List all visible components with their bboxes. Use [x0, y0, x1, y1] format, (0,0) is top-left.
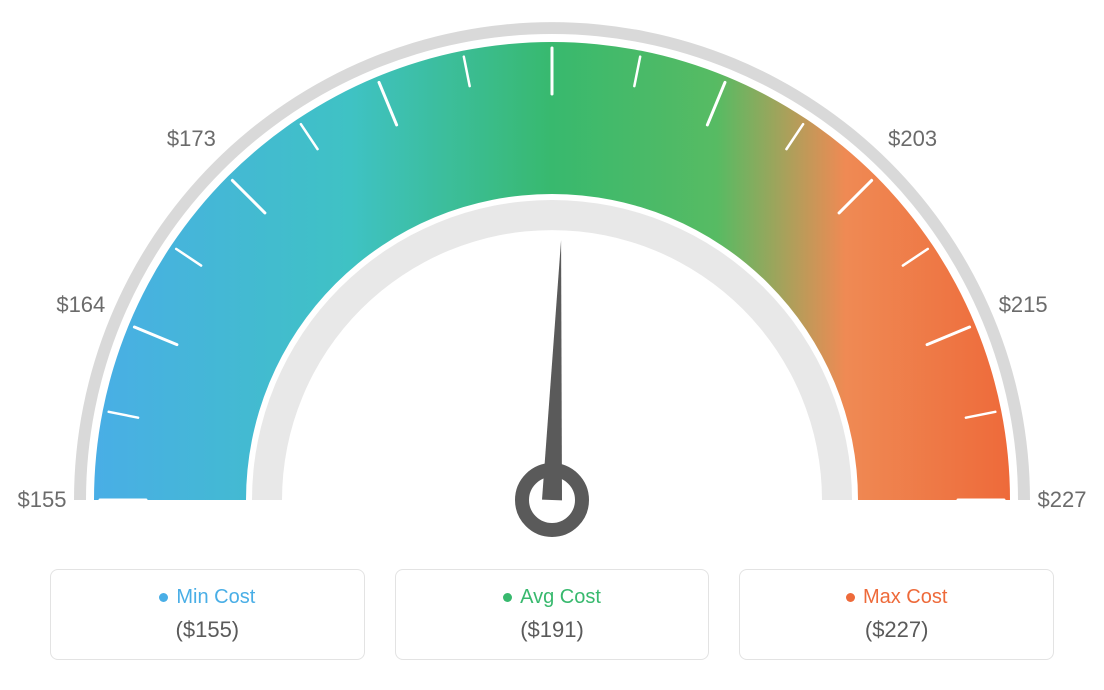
legend-card-avg: Avg Cost ($191) [395, 569, 710, 660]
legend-dot-min [159, 593, 168, 602]
gauge-area: $155 $164 $173 $191 $203 $215 $227 [0, 0, 1104, 560]
gauge-tick-label: $191 [528, 0, 577, 3]
legend-label-max: Max Cost [863, 586, 947, 609]
gauge-chart-container: $155 $164 $173 $191 $203 $215 $227 Min Cost ($… [0, 0, 1104, 690]
legend-label-avg: Avg Cost [520, 586, 601, 609]
legend-label-min: Min Cost [176, 586, 255, 609]
legend-value-max: ($227) [760, 617, 1033, 643]
gauge-svg [0, 0, 1104, 560]
gauge-tick-label: $155 [18, 487, 67, 513]
gauge-tick-label: $173 [167, 126, 216, 152]
gauge-tick-label: $227 [1038, 487, 1087, 513]
legend-row: Min Cost ($155) Avg Cost ($191) Max Cost… [50, 569, 1054, 660]
legend-dot-avg [503, 593, 512, 602]
gauge-tick-label: $203 [888, 126, 937, 152]
legend-value-avg: ($191) [416, 617, 689, 643]
legend-card-max: Max Cost ($227) [739, 569, 1054, 660]
legend-value-min: ($155) [71, 617, 344, 643]
gauge-tick-label: $215 [999, 292, 1048, 318]
legend-dot-max [846, 593, 855, 602]
gauge-tick-label: $164 [56, 292, 105, 318]
legend-card-min: Min Cost ($155) [50, 569, 365, 660]
